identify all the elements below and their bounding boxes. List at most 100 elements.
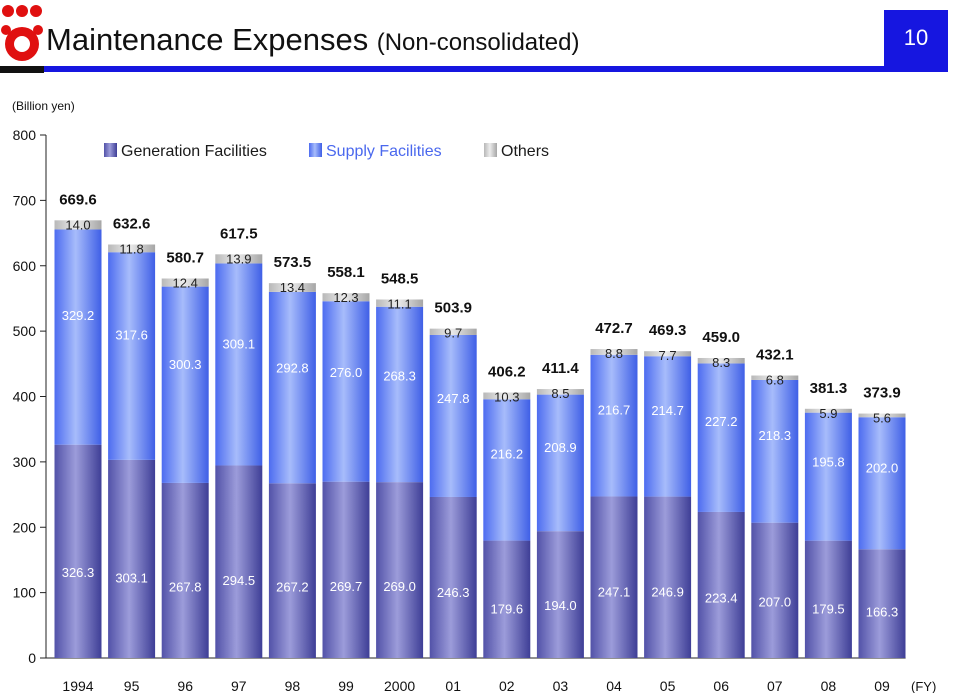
total-label: 548.5 [381,270,419,287]
bar-segment-others [215,254,263,264]
y-tick-label: 800 [13,127,37,143]
x-tick-label: 07 [767,678,783,693]
x-tick-label: 02 [499,678,515,693]
data-label-others: 7.7 [659,348,677,363]
data-label-generation: 269.7 [330,579,363,594]
total-label: 573.5 [274,254,312,271]
data-label-others: 11.1 [387,296,411,311]
data-label-supply: 208.9 [544,440,577,455]
bar-segment-others [590,349,638,355]
data-label-others: 10.3 [494,390,519,405]
y-tick-label: 400 [13,389,37,405]
data-label-generation: 267.8 [169,579,202,594]
bar-segment-others [858,413,906,418]
bar-segment-supply [644,356,692,497]
bar-segment-generation [644,496,692,658]
title-underline [44,66,948,72]
bar-segment-supply [858,417,906,550]
bar-segment-others [429,328,477,335]
bar-segment-generation [536,531,584,658]
bar-segment-supply [697,363,745,512]
data-label-supply: 268.3 [383,368,416,383]
total-label: 472.7 [595,320,633,337]
bar-segment-others [804,408,852,413]
data-label-others: 11.8 [119,242,143,257]
bar-segment-generation [268,483,316,658]
data-label-generation: 223.4 [705,591,738,606]
bar-segment-others [483,392,531,400]
x-tick-label: 1994 [62,678,93,693]
bar-segment-generation [751,522,799,658]
data-label-others: 6.8 [766,373,784,388]
data-label-generation: 246.9 [651,585,684,600]
bar-segment-others [644,351,692,357]
bar-segment-generation [429,496,477,658]
bar-segment-generation [858,549,906,658]
bar-segment-supply [322,301,370,482]
data-label-others: 8.5 [551,386,569,401]
data-label-others: 13.9 [226,251,251,266]
bar-segment-supply [161,286,209,483]
data-label-others: 9.7 [444,326,462,341]
data-label-supply: 292.8 [276,360,309,375]
bar-segment-supply [54,229,102,445]
data-label-generation: 246.3 [437,585,470,600]
total-label: 411.4 [542,360,579,377]
bar-segment-others [697,357,745,364]
total-label: 459.0 [702,329,740,346]
page-title: Maintenance Expenses (Non-consolidated) [46,22,580,58]
bar-segment-others [322,293,370,302]
data-label-others: 12.4 [173,275,198,290]
x-tick-label: 98 [285,678,301,693]
x-axis-unit-label: (FY) [911,679,936,693]
data-label-generation: 179.5 [812,601,845,616]
bar-segment-generation [697,511,745,658]
x-tick-label: 08 [821,678,837,693]
data-label-others: 14.0 [65,217,90,232]
y-tick-label: 300 [13,454,37,470]
bar-segment-supply [268,291,316,484]
legend-label-supply: Supply Facilities [326,143,442,160]
bar-segment-supply [376,306,424,483]
page-number: 10 [884,10,948,66]
y-tick-label: 100 [13,585,37,601]
data-label-supply: 218.3 [759,428,792,443]
data-label-generation: 294.5 [223,573,256,588]
bar-segment-generation [590,496,638,658]
data-label-others: 13.4 [280,280,305,295]
bar-segment-others [161,278,209,287]
bar-segment-others [751,375,799,380]
data-label-generation: 166.3 [866,605,899,620]
bar-segment-supply [751,379,799,523]
data-label-generation: 207.0 [759,595,792,610]
x-tick-label: 09 [874,678,890,693]
legend-swatch-generation [104,143,117,157]
bar-segment-generation [215,465,263,658]
y-tick-label: 500 [13,323,37,339]
data-label-generation: 194.0 [544,598,577,613]
x-tick-label: 97 [231,678,247,693]
total-label: 406.2 [488,364,526,381]
bar-segment-generation [376,482,424,658]
legend-swatch-supply [309,143,322,157]
data-label-supply: 202.0 [866,461,899,476]
x-tick-label: 95 [124,678,140,693]
y-tick-label: 200 [13,519,37,535]
x-tick-label: 99 [338,678,354,693]
data-label-others: 5.6 [873,411,891,426]
data-label-supply: 329.2 [62,308,95,323]
data-label-supply: 317.6 [115,327,148,342]
x-tick-label: 04 [606,678,622,693]
title-main: Maintenance Expenses [46,22,369,57]
data-label-supply: 309.1 [223,336,256,351]
data-label-generation: 269.0 [383,579,416,594]
data-label-generation: 247.1 [598,585,631,600]
bar-segment-others [54,220,102,230]
total-label: 580.7 [166,249,204,266]
x-tick-label: 05 [660,678,676,693]
bar-segment-supply [108,252,156,460]
total-label: 669.6 [59,191,97,208]
data-label-supply: 247.8 [437,391,470,406]
data-label-generation: 267.2 [276,580,309,595]
